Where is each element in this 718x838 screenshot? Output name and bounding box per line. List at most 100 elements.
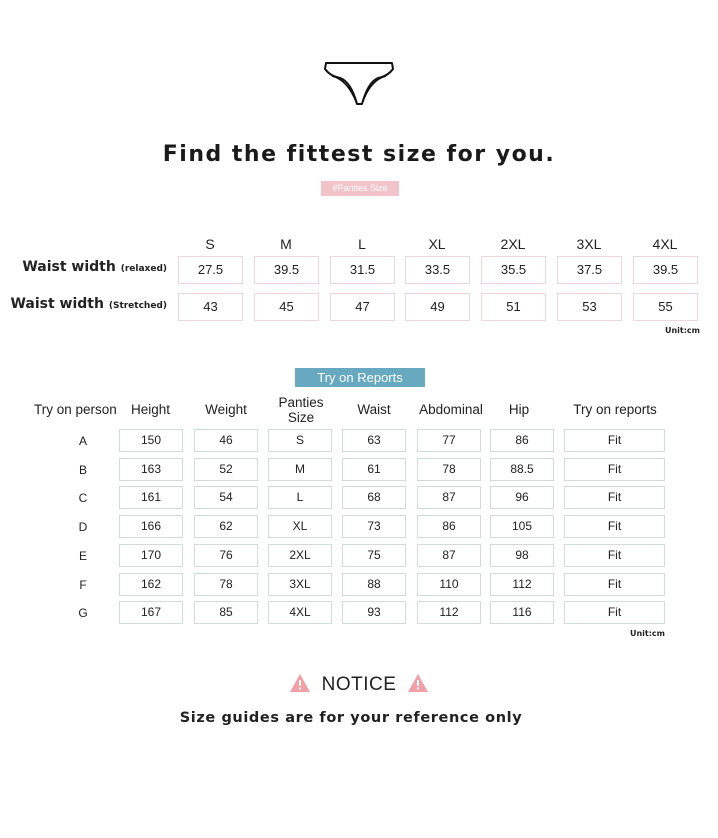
page-title: Find the fittest size for you. bbox=[162, 142, 556, 167]
fit-result-cell: Fit bbox=[564, 515, 665, 539]
size-cell: 47 bbox=[330, 293, 395, 321]
report-cell: 63 bbox=[342, 429, 406, 452]
size-header: 4XL bbox=[652, 236, 678, 252]
warning-icon bbox=[289, 674, 310, 692]
person-label: D bbox=[78, 520, 88, 535]
size-chart-unit: Unit:cm bbox=[664, 326, 700, 335]
report-cell: 68 bbox=[342, 486, 406, 510]
size-header: 2XL bbox=[500, 236, 526, 252]
report-cell: 88 bbox=[342, 572, 406, 596]
fit-result-cell: Fit bbox=[564, 572, 665, 596]
fit-result-cell: Fit bbox=[564, 486, 665, 510]
person-label: C bbox=[78, 491, 88, 506]
size-cell: 39.5 bbox=[633, 256, 698, 284]
report-cell: 110 bbox=[417, 572, 481, 596]
row-label: Waist width (relaxed) bbox=[22, 259, 167, 275]
column-header: Hip bbox=[508, 402, 530, 417]
size-cell: 45 bbox=[254, 293, 319, 321]
report-cell: 167 bbox=[119, 601, 183, 625]
report-cell: 4XL bbox=[268, 601, 332, 625]
panties-icon bbox=[324, 62, 394, 105]
report-cell: 163 bbox=[119, 457, 183, 481]
person-label: E bbox=[78, 548, 87, 563]
report-cell: 96 bbox=[490, 486, 554, 510]
size-cell: 53 bbox=[557, 293, 622, 321]
size-cell: 27.5 bbox=[178, 256, 243, 284]
report-cell: 150 bbox=[119, 429, 183, 452]
report-cell: 98 bbox=[490, 543, 554, 567]
size-cell: 39.5 bbox=[254, 256, 319, 284]
report-cell: 88.5 bbox=[490, 457, 554, 481]
report-cell: S bbox=[268, 429, 332, 452]
person-label: G bbox=[78, 606, 88, 621]
size-cell: 33.5 bbox=[405, 256, 470, 284]
report-cell: 166 bbox=[119, 515, 183, 539]
size-cell: 37.5 bbox=[557, 256, 622, 284]
column-header: Try on reports bbox=[573, 402, 657, 417]
report-cell: 3XL bbox=[268, 572, 332, 596]
column-header: Weight bbox=[205, 402, 247, 417]
fit-result-cell: Fit bbox=[564, 601, 665, 625]
person-label: B bbox=[78, 462, 87, 477]
report-cell: 46 bbox=[194, 429, 258, 452]
panties-size-tag: #Panties Size bbox=[321, 181, 399, 196]
report-cell: 54 bbox=[194, 486, 258, 510]
size-cell: 55 bbox=[633, 293, 698, 321]
try-on-reports-banner: Try on Reports bbox=[295, 368, 425, 387]
report-cell: 116 bbox=[490, 601, 554, 625]
notice-text: Size guides are for your reference only bbox=[179, 710, 523, 726]
row-label-text: Waist width bbox=[22, 259, 116, 275]
size-header: M bbox=[280, 236, 292, 252]
report-cell: 87 bbox=[417, 486, 481, 510]
column-header: Panties Size bbox=[278, 395, 324, 425]
report-cell: 170 bbox=[119, 543, 183, 567]
reports-unit: Unit:cm bbox=[629, 629, 665, 638]
size-cell: 31.5 bbox=[330, 256, 395, 284]
column-header: Abdominal bbox=[419, 402, 483, 417]
report-cell: 76 bbox=[194, 543, 258, 567]
report-cell: 112 bbox=[417, 601, 481, 625]
report-cell: 75 bbox=[342, 543, 406, 567]
size-header: S bbox=[205, 236, 215, 252]
size-cell: 51 bbox=[481, 293, 546, 321]
notice-title: NOTICE bbox=[321, 674, 397, 695]
fit-result-cell: Fit bbox=[564, 543, 665, 567]
report-cell: 78 bbox=[194, 572, 258, 596]
fit-result-cell: Fit bbox=[564, 429, 665, 452]
report-cell: 62 bbox=[194, 515, 258, 539]
person-label: A bbox=[78, 434, 87, 448]
report-cell: 87 bbox=[417, 543, 481, 567]
report-cell: 85 bbox=[194, 601, 258, 625]
row-label: Waist width (Stretched) bbox=[10, 296, 167, 312]
size-cell: 43 bbox=[178, 293, 243, 321]
person-label: F bbox=[79, 577, 87, 592]
report-cell: 161 bbox=[119, 486, 183, 510]
report-cell: L bbox=[268, 486, 332, 510]
report-cell: 78 bbox=[417, 457, 481, 481]
size-header: XL bbox=[428, 236, 446, 252]
size-cell: 35.5 bbox=[481, 256, 546, 284]
report-cell: 105 bbox=[490, 515, 554, 539]
size-header: 3XL bbox=[576, 236, 602, 252]
report-cell: 52 bbox=[194, 457, 258, 481]
column-header: Try on person bbox=[34, 402, 117, 417]
row-qualifier: (Stretched) bbox=[108, 301, 167, 311]
warning-icon bbox=[408, 674, 429, 692]
column-header: Waist bbox=[357, 402, 391, 417]
report-cell: 86 bbox=[490, 429, 554, 452]
report-cell: 2XL bbox=[268, 543, 332, 567]
row-qualifier: (relaxed) bbox=[120, 264, 167, 274]
notice-heading: NOTICE bbox=[0, 674, 718, 696]
column-header: Height bbox=[131, 402, 171, 417]
report-cell: 61 bbox=[342, 457, 406, 481]
report-cell: 86 bbox=[417, 515, 481, 539]
report-cell: 162 bbox=[119, 572, 183, 596]
report-cell: XL bbox=[268, 515, 332, 539]
fit-result-cell: Fit bbox=[564, 457, 665, 481]
row-label-text: Waist width bbox=[10, 296, 104, 312]
report-cell: 73 bbox=[342, 515, 406, 539]
report-cell: 77 bbox=[417, 429, 481, 452]
report-cell: 112 bbox=[490, 572, 554, 596]
report-cell: M bbox=[268, 457, 332, 481]
